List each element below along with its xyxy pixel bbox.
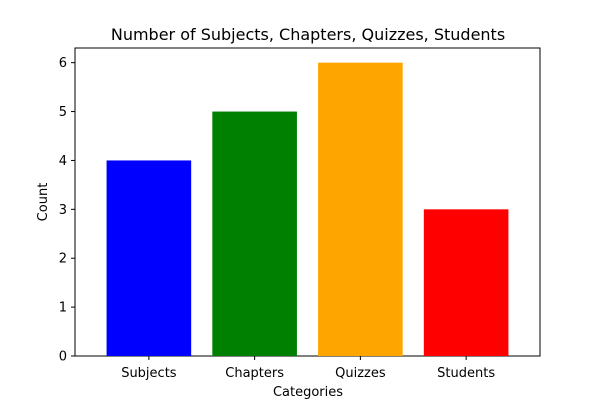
x-tick-label: Students (437, 366, 495, 381)
x-axis-label: Categories (273, 385, 343, 400)
y-tick-label: 1 (59, 301, 67, 316)
x-tick-label: Subjects (121, 366, 177, 381)
y-axis-label: Count (36, 183, 51, 222)
bar-students (423, 209, 509, 356)
x-axis: Subjects Chapters Quizzes Students (121, 356, 495, 381)
y-tick-label: 0 (59, 350, 67, 365)
y-tick-label: 6 (59, 56, 67, 71)
y-tick-label: 4 (59, 154, 67, 169)
y-axis: 0 1 2 3 4 5 6 (59, 56, 75, 365)
bar-quizzes (318, 62, 403, 357)
bar-chapters (212, 111, 297, 356)
chart-title: Number of Subjects, Chapters, Quizzes, S… (111, 25, 505, 44)
bar-subjects (106, 160, 192, 356)
x-tick-label: Chapters (225, 366, 284, 381)
y-tick-label: 5 (59, 105, 67, 120)
x-tick-label: Quizzes (335, 366, 386, 381)
plot-area-frame (74, 47, 541, 357)
bars-layer (106, 62, 509, 357)
y-tick-label: 2 (59, 252, 67, 267)
y-tick-label: 3 (59, 203, 67, 218)
